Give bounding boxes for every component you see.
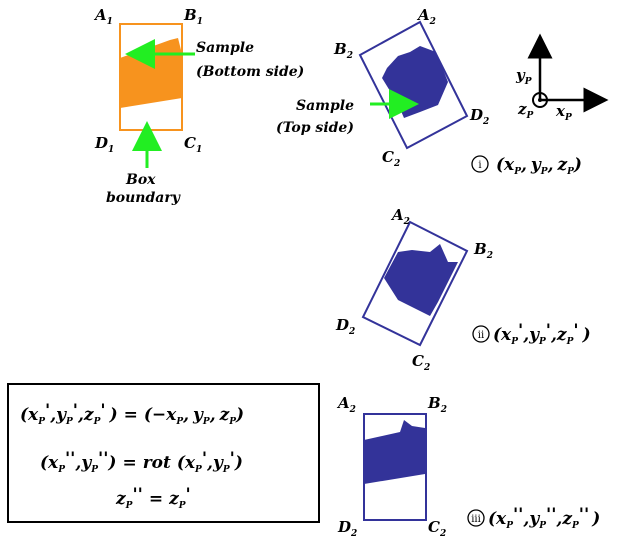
step-ii-marker-circle: [472, 325, 490, 343]
corner-label-a2-final: A2: [336, 394, 356, 415]
corner-label-c2-top: C2: [382, 148, 400, 169]
sample-bottom-label-line1: Sample: [196, 40, 254, 56]
panel-rotated: A2 B2 D2 C2: [336, 394, 447, 538]
sample-bottom-shape: [120, 38, 182, 108]
coordinate-axes: yP zP xP: [515, 33, 609, 123]
box-mirrored: [361, 220, 469, 347]
panel-mirrored: A2 B2 D2 C2: [335, 206, 493, 373]
step-ii-tuple: (xP',yP',zP'): [493, 321, 591, 347]
equation-frame: [7, 383, 320, 523]
sample-bottom-label-line2: (Bottom side): [196, 64, 304, 80]
corner-label-b2-top: B2: [333, 40, 353, 61]
equation-mirror: (xP',yP',zP') = (−xP, yP, zP): [20, 401, 244, 427]
step-i-marker: i: [478, 160, 481, 171]
corner-label-c2-final: C2: [428, 518, 446, 538]
corner-label-a2-top: A2: [416, 6, 436, 27]
x-axis-label: xP: [555, 102, 572, 123]
equation-rotation: (xP'',yP'') = rot (xP',yP'): [40, 449, 243, 475]
equation-box: (xP',yP',zP') = (−xP, yP, zP) (xP'',yP'') = ro…: [7, 383, 320, 523]
box-label-line1: Box: [125, 172, 156, 188]
corner-label-c1: C1: [184, 134, 202, 155]
corner-label-b2-mirror: B2: [473, 240, 493, 261]
z-axis-label: zP: [517, 100, 534, 121]
corner-label-c2-mirror: C2: [412, 352, 430, 373]
step-iii-coordinates: iii (xP'',yP'',zP''): [467, 505, 600, 531]
corner-label-a1: A1: [93, 6, 113, 27]
step-iii-marker-circle: [467, 509, 485, 527]
panel-bottom-side: A1 B1 D1 C1 Sample (Bottom side) Box bou…: [93, 6, 304, 206]
y-axis-label: yP: [515, 66, 532, 87]
step-i-tuple: (xP, yP, zP): [496, 155, 582, 177]
z-axis-out-symbol: [532, 92, 548, 108]
z-axis-dot: [538, 98, 542, 102]
corner-label-d1: D1: [94, 134, 114, 155]
corner-label-b2-final: B2: [427, 394, 447, 415]
panel-top-side: A2 B2 D2 C2 Sample (Top side): [276, 6, 489, 169]
sample-mirrored-shape: [384, 244, 458, 316]
box-rotated: [363, 413, 427, 521]
step-i-coordinates: i (xP, yP, zP): [471, 155, 582, 177]
step-ii-marker: ii: [478, 330, 484, 341]
corner-label-d2-top: D2: [469, 106, 489, 127]
sample-top-label-line1: Sample: [296, 98, 354, 114]
sample-top-label-line2: (Top side): [276, 120, 354, 136]
step-iii-tuple: (xP'',yP'',zP''): [488, 505, 600, 531]
corner-label-a2-mirror: A2: [390, 206, 410, 227]
corner-label-d2-mirror: D2: [335, 316, 355, 337]
corner-label-b1: B1: [183, 6, 203, 27]
step-iii-marker: iii: [471, 514, 481, 525]
box-label-line2: boundary: [106, 190, 181, 206]
sample-rotated-shape: [364, 420, 425, 484]
corner-label-d2-final: D2: [337, 518, 357, 538]
equation-z-preserved: zP'' = zP': [115, 485, 191, 511]
step-i-marker-circle: [471, 155, 489, 173]
step-ii-coordinates: ii (xP',yP',zP'): [472, 321, 591, 347]
